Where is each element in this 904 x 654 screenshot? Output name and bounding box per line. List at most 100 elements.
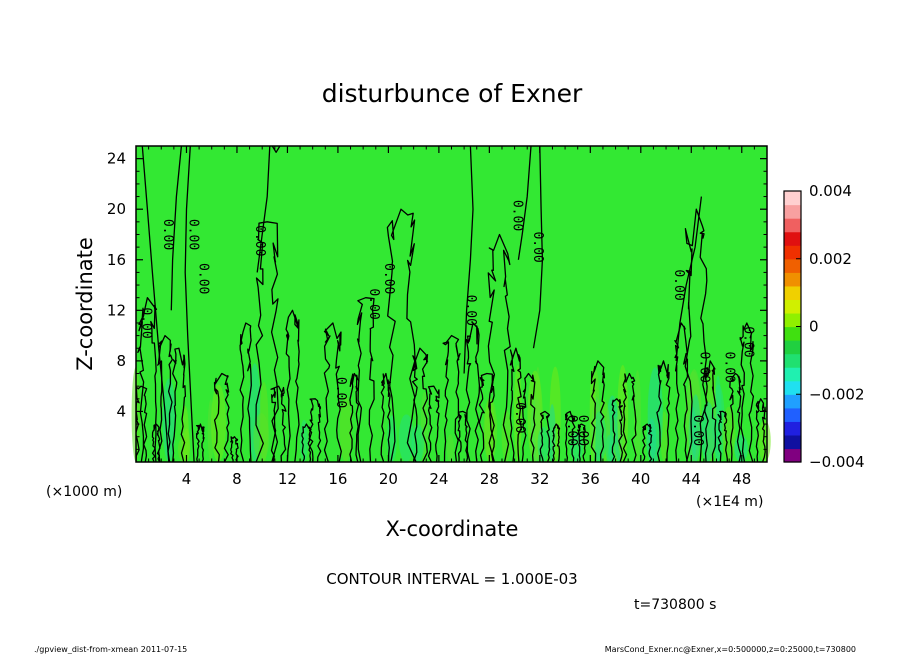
y-axis-label: Z-coordinate (73, 237, 97, 371)
contour-line (427, 385, 440, 462)
contour-label: 0.00 (185, 219, 200, 250)
contour-label: 0.00 (381, 263, 396, 294)
x-tick-label: 32 (530, 470, 549, 488)
contour-line (611, 398, 624, 462)
contour-label: 0.00 (510, 200, 525, 231)
contour-line (532, 146, 544, 349)
plot-background (136, 146, 767, 462)
contour-label: 0.00 (722, 352, 737, 383)
colorbar-tick-label: 0.004 (809, 182, 852, 200)
contour-line (463, 146, 474, 374)
x-tick-label: 16 (328, 470, 347, 488)
contour-label: 0.00 (252, 225, 267, 256)
contour-line (465, 322, 481, 462)
contour-label: 0.00 (463, 295, 478, 326)
contour-label: 0.00 (696, 352, 711, 383)
colorbar-segment (784, 326, 801, 341)
field-patch (605, 434, 615, 462)
contour-line (270, 385, 287, 462)
contour-line (729, 372, 742, 462)
contour-label: 0.00 (333, 377, 348, 408)
colorbar-segment (784, 434, 801, 450)
contour-line (141, 146, 170, 462)
contour-line (517, 146, 532, 260)
y-axis: 4 8 12 16 20 24 (107, 145, 767, 450)
y-tick-label: 4 (116, 402, 126, 420)
colorbar-segment (784, 204, 801, 219)
colorbar-segment (784, 245, 801, 260)
contour-line (323, 322, 342, 462)
contour-label: 0.00 (530, 231, 545, 262)
colorbar-segment (784, 340, 801, 355)
contour-line (356, 297, 375, 462)
field-patch (690, 394, 701, 462)
contour-label: 0.00 (512, 402, 527, 433)
field-patch (211, 384, 226, 462)
contour-line (386, 208, 417, 462)
contour-line (590, 360, 606, 462)
contour-line (172, 347, 187, 462)
contour-line (739, 322, 755, 462)
contour-line (521, 372, 536, 462)
x-unit-right: (×1E4 m) (696, 494, 763, 510)
contour-line (684, 208, 708, 462)
colorbar-segment (784, 218, 801, 233)
contour-line (412, 347, 429, 462)
colorbar-segment (784, 231, 801, 246)
x-tick-label: 20 (379, 470, 398, 488)
x-unit-left: (×1000 m) (46, 484, 122, 500)
colorbar-tick-label: −0.004 (809, 453, 865, 471)
contour-label: 0.00 (160, 219, 175, 250)
field-patch (183, 428, 191, 462)
contour-line (675, 196, 703, 361)
contour-label: 0.00 (366, 288, 381, 319)
colorbar-segment (784, 191, 801, 206)
field-patch (734, 434, 748, 462)
contour-line (184, 146, 195, 462)
colorbar-segment (784, 272, 801, 287)
contour-line (577, 423, 586, 462)
contour-line (704, 360, 717, 462)
contour-label: 0.00 (690, 415, 705, 446)
contour-line (308, 398, 322, 462)
contour-line (442, 334, 461, 462)
contour-line (509, 347, 523, 462)
contour-line (622, 372, 637, 462)
field-patch (446, 434, 454, 462)
contour-line (349, 372, 360, 462)
field-patch (259, 381, 269, 462)
colorbar-segment (784, 421, 801, 436)
contour-label: 0.00 (741, 326, 756, 357)
colorbar-segment (784, 312, 801, 328)
x-tick-label: 8 (232, 470, 242, 488)
contour-line (255, 221, 279, 462)
contour-label: 0.00 (195, 263, 210, 294)
colorbar-segment (784, 353, 801, 368)
contour-label: 0.00 (564, 415, 579, 446)
y-tick-label: 20 (107, 200, 126, 218)
field-patch (700, 401, 716, 463)
field-patch (633, 370, 642, 462)
contour-line (551, 423, 561, 462)
contour-line (271, 146, 281, 153)
x-tick-label: 36 (581, 470, 600, 488)
contour-line (170, 146, 183, 311)
contour-line (487, 233, 511, 462)
y-tick-label: 24 (107, 150, 126, 168)
footer-left: ./gpview_dist-from-xmean 2011-07-15 (34, 645, 187, 654)
time-label: t=730800 s (634, 597, 716, 613)
contour-line (380, 372, 392, 462)
contour-line (157, 334, 173, 462)
contour-line (256, 146, 271, 273)
field-patch (548, 404, 556, 462)
colorbar: 0.004 0.002 0 −0.002 −0.004 (783, 182, 865, 471)
contour-labels: 0.000.00 0.000.000.000.000.000.000.000.00… (139, 200, 756, 446)
field-patch (589, 368, 597, 463)
contour-line (564, 410, 576, 462)
contour-label: 0.00 (671, 269, 686, 300)
contour-line (478, 372, 495, 462)
colorbar-tick-label: 0.002 (809, 250, 852, 268)
colorbar-segment (784, 258, 801, 273)
y-tick-label: 12 (107, 301, 126, 319)
